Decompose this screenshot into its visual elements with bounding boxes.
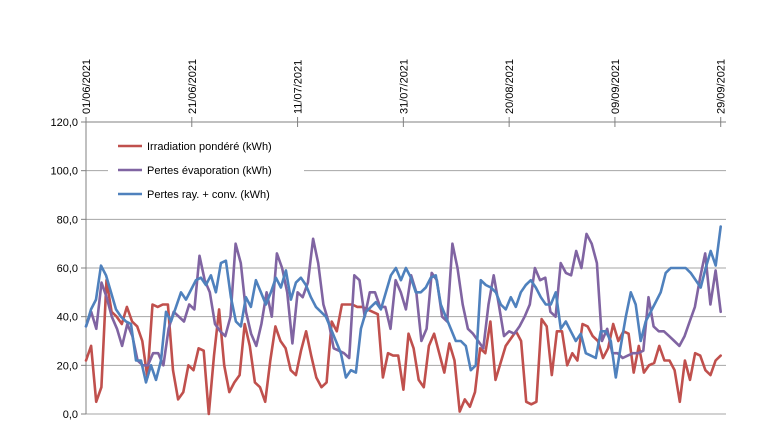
series-line-1 — [84, 278, 723, 416]
y-tick-label: 20,0 — [57, 360, 78, 372]
y-tick-label: 120,0 — [50, 117, 78, 129]
series-layer — [84, 225, 723, 416]
x-tick-label: 31/07/2021 — [398, 59, 410, 114]
x-tick-label: 11/07/2021 — [293, 60, 305, 114]
y-tick-label: 100,0 — [50, 166, 78, 178]
y-tick-label: 0,0 — [63, 409, 78, 421]
axis-layer: 0,0 20,0 40,0 60,0 80,0 100,0 120,001/06/2021 2… — [50, 59, 727, 421]
series-line-2 — [84, 232, 723, 367]
legend-label-3: Pertes ray. + conv. (kWh) — [147, 189, 270, 201]
series-line-3 — [84, 225, 723, 384]
x-tick-label: 20/08/2021 — [504, 59, 516, 114]
x-tick-label: 09/09/2021 — [610, 59, 622, 114]
x-tick-label: 01/06/2021 — [81, 59, 93, 114]
legend-label-1: Irradiation pondéré (kWh) — [147, 141, 272, 153]
y-tick-label: 80,0 — [57, 214, 78, 226]
x-tick-label: 21/06/2021 — [187, 59, 199, 114]
legend-label-2: Pertes évaporation (kWh) — [147, 165, 272, 177]
x-tick-label: 29/09/2021 — [716, 59, 728, 114]
y-tick-label: 60,0 — [57, 263, 78, 275]
legend: Irradiation pondéré (kWh) Pertes évaporat… — [108, 132, 304, 206]
y-tick-label: 40,0 — [57, 312, 78, 324]
